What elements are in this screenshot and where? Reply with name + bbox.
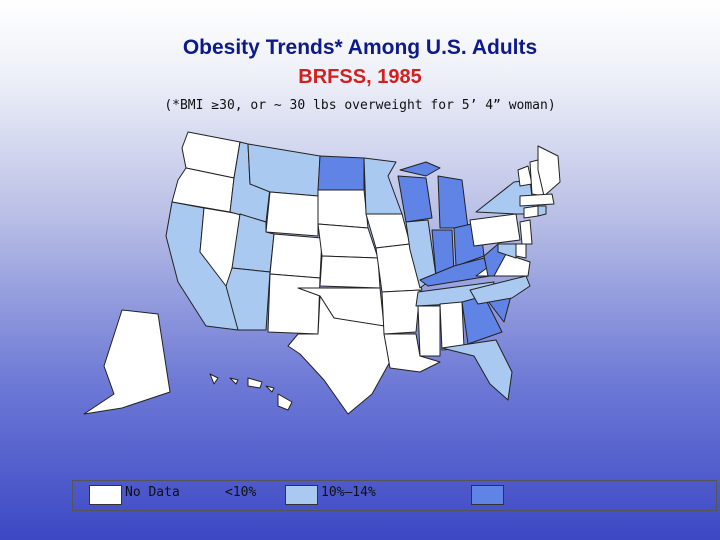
state-vt — [517, 165, 533, 187]
state-nc — [469, 275, 531, 305]
bmi-footnote: (*BMI ≥30, or ~ 30 lbs overweight for 5’… — [164, 98, 556, 113]
state-mo — [375, 243, 423, 293]
state-ar — [381, 289, 421, 335]
state-ak — [83, 309, 171, 415]
state-ms — [417, 305, 441, 357]
state-ri — [537, 205, 547, 217]
legend-swatch-lt10 — [285, 485, 318, 505]
state-la — [383, 333, 441, 373]
legend-swatch-no-data — [89, 485, 122, 505]
legend-label-lt10: <10% — [225, 485, 257, 500]
state-co — [269, 233, 323, 279]
state-al — [439, 301, 465, 351]
state-ks — [319, 255, 381, 289]
state-ma — [519, 193, 555, 207]
state-nj — [519, 219, 533, 245]
state-mn — [363, 157, 403, 215]
legend: No Data <10% 10%–14% — [72, 480, 717, 511]
state-wi — [397, 175, 433, 223]
state-pa — [469, 213, 521, 247]
state-fl — [441, 339, 513, 401]
us-states-map — [83, 131, 561, 415]
state-ne — [317, 223, 379, 259]
state-tx — [287, 295, 393, 415]
state-me — [537, 145, 561, 197]
state-de — [515, 243, 527, 259]
map-title: Obesity Trends* Among U.S. Adults — [182, 36, 538, 59]
state-nd — [317, 155, 365, 191]
state-az — [225, 267, 271, 331]
map-subtitle: BRFSS, 1985 — [298, 66, 422, 88]
legend-label-no-data: No Data — [125, 485, 180, 500]
state-wy — [265, 191, 319, 237]
state-ct — [523, 205, 539, 219]
state-md — [497, 243, 517, 259]
state-nm — [267, 273, 321, 335]
legend-label-10-14: 10%–14% — [321, 485, 376, 500]
legend-swatch-10-14 — [471, 485, 504, 505]
state-sd — [317, 189, 369, 229]
state-hi — [209, 373, 293, 411]
